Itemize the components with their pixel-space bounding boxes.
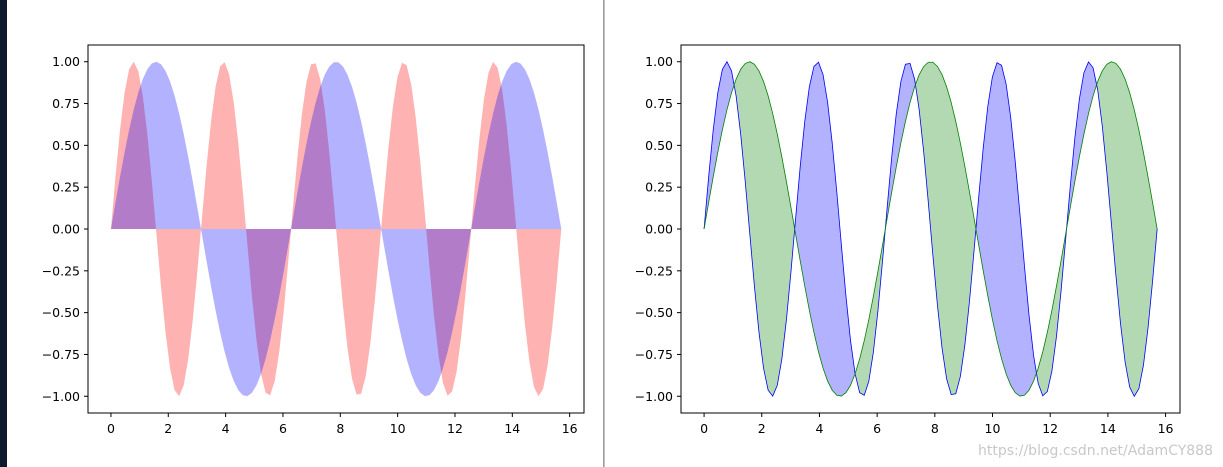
watermark: https://blog.csdn.net/AdamCY888 — [978, 443, 1213, 459]
figure-window-left: 0 2 4 6 8 10 12 14 16 1.00 0.75 0.50 0.25 0.00 −0.25 −0… — [7, 0, 603, 467]
fill-to-zero-chart: 0 2 4 6 8 10 12 14 16 1.00 0.75 0.50 0.25 0.00 −0.25 −0… — [42, 44, 585, 436]
x-tick-label: 16 — [562, 421, 578, 436]
between-fill-0-region-1 — [794, 62, 856, 397]
x-tick-label: 10 — [390, 421, 406, 436]
y-tick-label: 0.25 — [645, 180, 673, 195]
y-tick-label: 0.50 — [52, 138, 80, 153]
y-tick-label: −0.50 — [635, 305, 673, 320]
y-tick-label: 0.00 — [52, 222, 80, 237]
x-tick-label: 12 — [1042, 421, 1058, 436]
between-fill-1-region-2 — [855, 229, 886, 396]
y-tick-label: 0.50 — [645, 138, 673, 153]
x-tick-label: 12 — [447, 421, 463, 436]
between-fill-0-region-2 — [885, 63, 916, 230]
y-tick-label: −1.00 — [635, 389, 673, 404]
figure-window-right: 0 2 4 6 8 10 12 14 16 1.00 0.75 0.50 0.25 0.00 −0.25 −0… — [605, 0, 1223, 467]
x-tick-label: 6 — [279, 421, 287, 436]
x-tick-label: 0 — [700, 421, 708, 436]
between-fill-1-region-3 — [915, 62, 976, 395]
series-0-line — [703, 60, 1158, 398]
x-tick-label: 10 — [985, 421, 1001, 436]
x-tick-label: 6 — [873, 421, 881, 436]
y-tick-label: 0.75 — [52, 96, 80, 111]
y-tick-label: −1.00 — [42, 389, 80, 404]
window-divider — [603, 0, 605, 467]
series-1-area — [110, 61, 562, 397]
x-tick-label: 14 — [1100, 421, 1116, 436]
series-1-line — [703, 61, 1158, 397]
y-tick-label: −0.75 — [635, 347, 673, 362]
y-tick-label: −0.50 — [42, 305, 80, 320]
y-tick-label: 0.00 — [645, 222, 673, 237]
y-tick-label: 1.00 — [52, 54, 80, 69]
x-tick-label: 0 — [107, 421, 115, 436]
y-tick-label: −0.25 — [42, 263, 80, 278]
between-fill-1-region-1 — [734, 61, 795, 397]
y-tick-label: −0.75 — [42, 347, 80, 362]
between-fill-1-region-5 — [1096, 61, 1158, 397]
x-tick-label: 16 — [1158, 421, 1174, 436]
x-tick-label: 8 — [931, 421, 939, 436]
background-window-edge — [0, 0, 7, 467]
x-tick-label: 4 — [815, 421, 823, 436]
x-tick-label: 2 — [164, 421, 172, 436]
x-tick-label: 8 — [336, 421, 344, 436]
x-tick-label: 14 — [504, 421, 520, 436]
series-0-area — [110, 61, 562, 397]
y-tick-label: 0.75 — [645, 96, 673, 111]
fill-between-chart: 0 2 4 6 8 10 12 14 16 1.00 0.75 0.50 0.25 0.00 −0.25 −0… — [635, 44, 1181, 436]
between-fill-0-region-3 — [975, 62, 1037, 397]
y-tick-label: 0.25 — [52, 180, 80, 195]
x-tick-label: 4 — [222, 421, 230, 436]
y-tick-label: 1.00 — [645, 54, 673, 69]
y-tick-label: −0.25 — [635, 263, 673, 278]
x-tick-label: 2 — [758, 421, 766, 436]
